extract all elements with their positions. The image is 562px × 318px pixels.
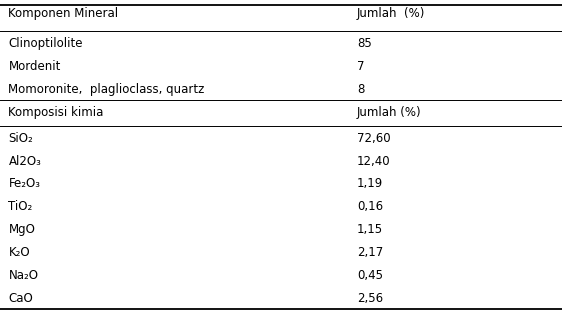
Text: CaO: CaO	[8, 292, 33, 305]
Text: 72,60: 72,60	[357, 132, 391, 145]
Text: Na₂O: Na₂O	[8, 269, 38, 282]
Text: Komposisi kimia: Komposisi kimia	[8, 106, 104, 119]
Text: Jumlah (%): Jumlah (%)	[357, 106, 422, 119]
Text: SiO₂: SiO₂	[8, 132, 33, 145]
Text: 0,16: 0,16	[357, 200, 383, 213]
Text: 85: 85	[357, 37, 371, 50]
Text: Jumlah  (%): Jumlah (%)	[357, 7, 425, 20]
Text: 7: 7	[357, 60, 364, 73]
Text: 1,19: 1,19	[357, 177, 383, 190]
Text: 2,56: 2,56	[357, 292, 383, 305]
Text: TiO₂: TiO₂	[8, 200, 33, 213]
Text: Komponen Mineral: Komponen Mineral	[8, 7, 119, 20]
Text: Momoronite,  plaglioclass, quartz: Momoronite, plaglioclass, quartz	[8, 83, 205, 96]
Text: 8: 8	[357, 83, 364, 96]
Text: 1,15: 1,15	[357, 223, 383, 236]
Text: Mordenit: Mordenit	[8, 60, 61, 73]
Text: MgO: MgO	[8, 223, 35, 236]
Text: Al2O₃: Al2O₃	[8, 155, 41, 168]
Text: 2,17: 2,17	[357, 246, 383, 259]
Text: Fe₂O₃: Fe₂O₃	[8, 177, 40, 190]
Text: 0,45: 0,45	[357, 269, 383, 282]
Text: 12,40: 12,40	[357, 155, 391, 168]
Text: Clinoptilolite: Clinoptilolite	[8, 37, 83, 50]
Text: K₂O: K₂O	[8, 246, 30, 259]
